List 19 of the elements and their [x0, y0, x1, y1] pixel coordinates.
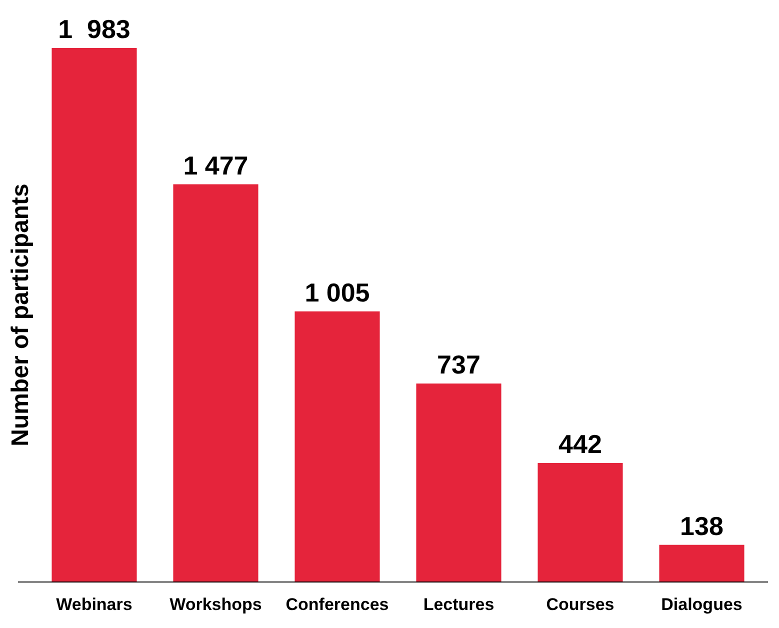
bar [659, 544, 744, 582]
x-tick-label: Dialogues [661, 595, 742, 614]
bar [538, 462, 623, 582]
data-label: 138 [680, 510, 724, 541]
bar [294, 311, 380, 582]
bar [173, 184, 258, 582]
bar [416, 384, 502, 582]
x-tick-label: Workshops [170, 595, 262, 614]
x-tick-label: Lectures [423, 595, 494, 614]
x-tick-label: Courses [546, 595, 614, 614]
data-label: 1 983 [58, 14, 130, 44]
x-tick-label: Conferences [286, 595, 389, 614]
data-label: 1 005 [304, 277, 370, 308]
data-label: 737 [437, 350, 480, 380]
y-axis-title: Number of participants [7, 184, 34, 446]
x-tick-label: Webinars [56, 595, 132, 614]
data-label: 442 [558, 428, 602, 459]
bar [52, 48, 137, 582]
data-label: 1 477 [183, 150, 248, 180]
